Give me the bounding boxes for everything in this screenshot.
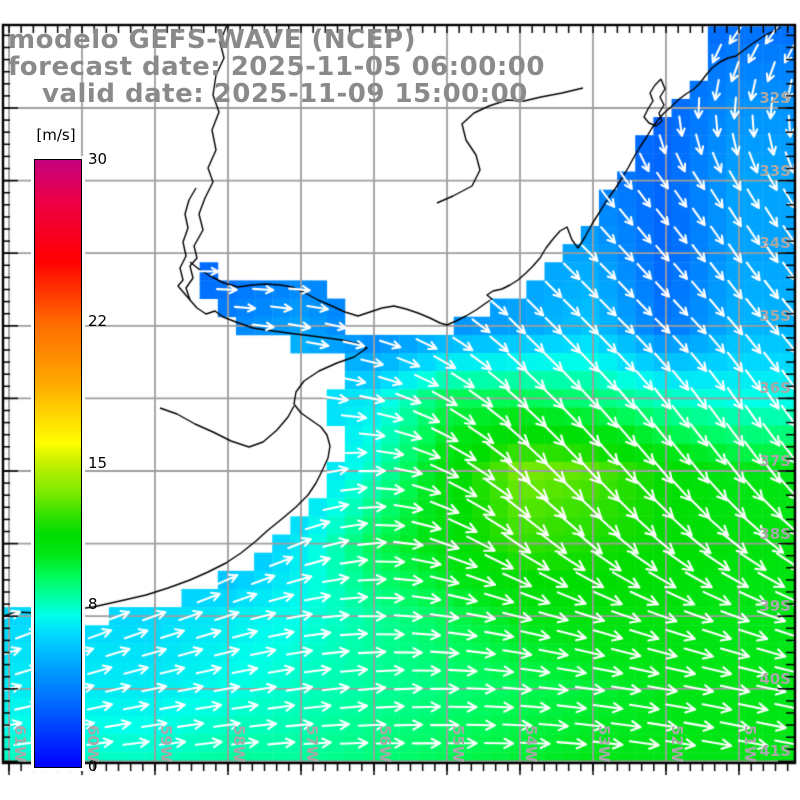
colorbar xyxy=(34,159,82,768)
lat-label-33S: 33S xyxy=(759,161,791,180)
lat-label-35S: 35S xyxy=(759,306,791,325)
lat-label-36S: 36S xyxy=(759,379,791,398)
colorbar-tick-0: 0 xyxy=(88,757,98,775)
lon-label-58W: 58W xyxy=(230,724,248,762)
model-title: modelo GEFS-WAVE (NCEP) xyxy=(8,25,416,55)
colorbar-tick-30: 30 xyxy=(88,150,108,168)
lat-label-41S: 41S xyxy=(759,742,791,761)
lon-label-57W: 57W xyxy=(303,724,321,762)
lon-label-60W: 60W xyxy=(84,724,102,762)
lat-label-34S: 34S xyxy=(759,234,791,253)
lat-label-37S: 37S xyxy=(759,452,791,470)
lon-label-51W: 51W xyxy=(741,724,759,762)
lat-label-32S: 32S xyxy=(759,89,791,107)
colorbar-unit-label: [m/s] xyxy=(36,126,76,144)
lon-label-55W: 55W xyxy=(449,724,467,762)
lon-label-53W: 53W xyxy=(595,724,613,762)
forecast-date: forecast date: 2025-11-05 06:00:00 xyxy=(8,52,545,82)
lat-label-38S: 38S xyxy=(759,524,791,543)
lon-label-59W: 59W xyxy=(157,724,175,762)
lon-label-61W: 61W xyxy=(11,724,29,762)
lon-label-54W: 54W xyxy=(522,724,540,762)
lon-label-52W: 52W xyxy=(668,724,686,762)
lat-label-40S: 40S xyxy=(759,669,791,688)
lat-label-39S: 39S xyxy=(759,597,791,616)
colorbar-tick-22: 22 xyxy=(88,311,108,330)
colorbar-tick-15: 15 xyxy=(88,453,108,472)
colorbar-tick-8: 8 xyxy=(88,595,98,614)
lon-label-56W: 56W xyxy=(376,724,394,762)
valid-date: valid date: 2025-11-09 15:00:00 xyxy=(42,79,528,109)
